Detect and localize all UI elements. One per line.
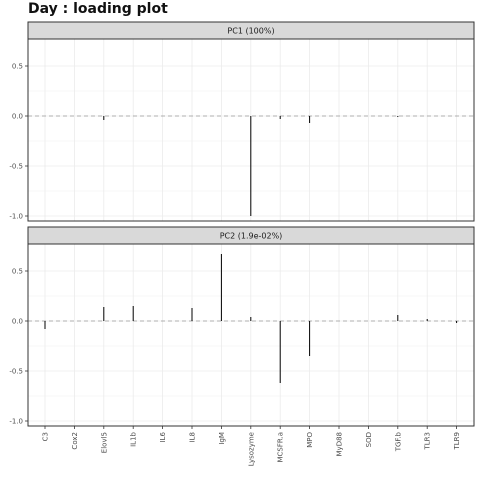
y-tick-label: -0.5 (9, 368, 23, 376)
x-tick-label: Lysozyme (247, 432, 255, 466)
panel-border (27, 38, 475, 222)
x-tick-label: Cox2 (71, 432, 79, 450)
x-tick-label: TLR9 (453, 432, 461, 451)
y-tick-label: 0.5 (12, 268, 23, 276)
x-tick-label: SOD (365, 432, 373, 447)
y-tick-label: 0.0 (12, 318, 23, 326)
x-tick-label: IgM (218, 432, 226, 445)
x-tick-label: IL6 (159, 431, 167, 442)
x-tick-label: C3 (42, 432, 50, 441)
y-tick-label: 0.5 (12, 63, 23, 71)
facet-strip-label: PC1 (100%) (227, 27, 274, 36)
y-tick-label: -1.0 (9, 418, 23, 426)
y-tick-label: -0.5 (9, 163, 23, 171)
x-tick-label: MCSFR.a (277, 432, 285, 463)
x-tick-label: MyD88 (336, 432, 344, 456)
x-tick-label: TLR3 (424, 432, 432, 451)
x-tick-label: TGF.b (394, 431, 402, 452)
x-tick-label: IL1b (130, 431, 138, 446)
facet-strip-label: PC2 (1.9e-02%) (220, 232, 283, 241)
chart-title: Day : loading plot (28, 1, 168, 17)
x-tick-label: Elovl5 (100, 432, 108, 453)
x-tick-label: MPO (306, 432, 314, 448)
x-tick-label: IL8 (189, 432, 197, 442)
y-tick-label: -1.0 (9, 213, 23, 221)
y-tick-label: 0.0 (12, 113, 23, 121)
